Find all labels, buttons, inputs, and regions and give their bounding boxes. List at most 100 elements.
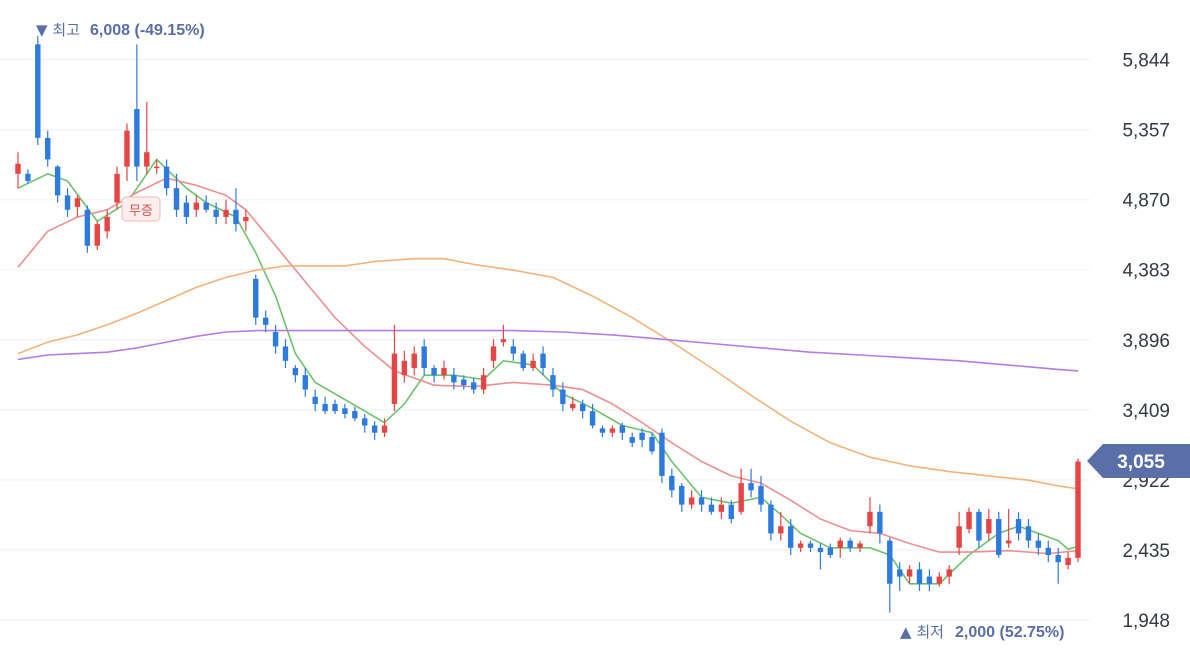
candle [461,375,467,390]
candle-body [768,504,774,534]
candle-body [381,425,388,433]
high-marker-label: 최고 [52,21,80,39]
candle [431,365,437,383]
candle [1055,547,1061,584]
candle-body [887,540,893,584]
candle [807,540,814,553]
current-price-tag-bg [1087,444,1190,478]
candle [976,508,982,548]
grid-lines [0,59,1090,621]
candle [817,543,824,570]
low-marker-arrow: ▲ [900,623,912,641]
candle-body [461,379,467,386]
candle-body [807,543,814,548]
candle-body [253,278,259,318]
candle [896,562,903,591]
candle-body [679,485,685,505]
candle [649,432,655,455]
candle [679,483,685,512]
candle-body [936,576,943,584]
candle [183,195,190,225]
candle-body [669,475,675,491]
candle-body [302,375,308,390]
candle [233,188,239,232]
candle-body [421,346,427,368]
svg-text:▲ 최저: ▲ 최저 [900,623,944,641]
candle-body [857,543,863,548]
candle [609,425,616,438]
candle [936,572,943,587]
candle-body [966,511,972,530]
candle [966,507,972,534]
y-tick-label: 5,357 [1122,121,1170,142]
candle [778,511,784,541]
candle-body [134,109,140,167]
candle-body [847,540,853,548]
candle-body [114,173,120,203]
candle-body [1015,519,1022,534]
candle-body [530,360,536,368]
y-tick-label: 4,383 [1122,261,1170,282]
annotation-badge-text: 무증 [129,204,153,219]
candle [25,169,31,184]
y-tick-label: 5,844 [1122,51,1170,72]
candle-body [352,411,358,419]
candle [550,367,556,397]
svg-text:▼ 최고: ▼ 최고 [36,21,80,39]
high-marker-value: 6,008 (-49.15%) [90,22,205,39]
candle [74,195,81,217]
candle-body [728,504,734,520]
candle-body [520,353,526,368]
candle-body [797,543,804,548]
candle-body [1025,526,1032,541]
candle [54,165,61,203]
candle-body [639,432,645,440]
candle [599,425,606,438]
candle-body [292,367,299,376]
candle-body [877,511,883,534]
candlesticks [15,36,1081,613]
candle [639,428,645,448]
moving-average-line [17,329,1079,372]
candle [669,468,675,498]
candle [243,209,249,232]
candle-body [560,389,566,404]
candle-body [708,504,715,512]
candle [738,468,744,515]
candle-body [609,428,616,433]
low-marker: ▲ 최저 2,000 (52.75%) [900,623,1064,641]
candle-body [1045,547,1051,555]
candle [213,202,219,225]
candle [956,511,962,555]
candle-body [451,375,457,383]
candle [579,399,586,419]
candle [1065,552,1071,570]
candle-body [243,216,249,222]
candle [451,367,457,390]
candle-body [213,209,219,217]
candle [1075,458,1081,563]
moving-average-line [17,257,1079,490]
candle-body [272,332,279,347]
candle-body [659,432,665,476]
candle [94,221,100,251]
candle [272,324,279,354]
candle [1035,533,1042,555]
candle-body [371,425,378,433]
moving-average-lines [17,158,1079,585]
candle-body [233,209,239,225]
candle-body [163,166,170,189]
candle-body [322,403,328,412]
candle-body [1055,554,1061,563]
candle-body [698,497,705,505]
candle-body [976,511,982,541]
y-tick-label: 3,409 [1122,401,1170,422]
candle-body [342,408,348,415]
candle [144,101,150,174]
candle-body [817,547,824,553]
candle [292,365,299,383]
candle [887,537,893,613]
candle-body [471,382,477,390]
candle-body [262,317,269,325]
